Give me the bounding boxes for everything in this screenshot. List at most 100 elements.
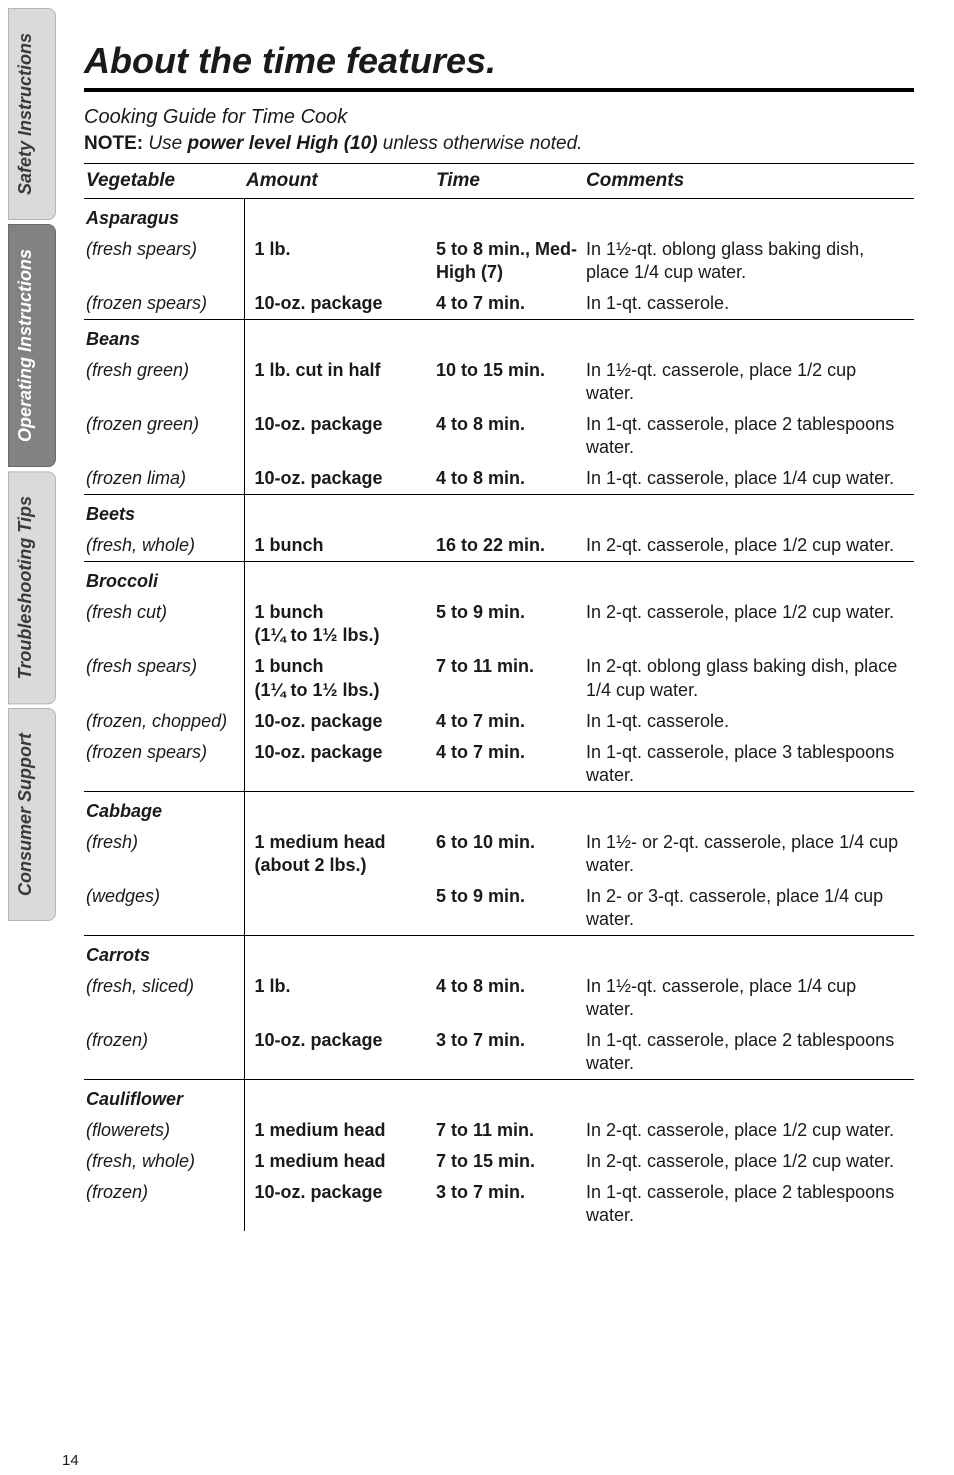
vegetable-variant: (frozen green) (84, 409, 244, 463)
time-cell: 4 to 7 min. (434, 706, 584, 737)
cell-empty (244, 935, 434, 971)
time-cell: 5 to 8 min., Med-High (7) (434, 234, 584, 288)
time-cell: 5 to 9 min. (434, 881, 584, 936)
table-row: (fresh green)1 lb. cut in half10 to 15 m… (84, 355, 914, 409)
note-bold: power level High (10) (187, 133, 377, 154)
amount-cell: 1 lb. (244, 971, 434, 1025)
comment-cell: In 1-qt. casserole. (584, 706, 914, 737)
vegetable-variant: (frozen spears) (84, 737, 244, 792)
comment-cell: In 1-qt. casserole, place 1/4 cup water. (584, 463, 914, 495)
vegetable-variant: (fresh cut) (84, 597, 244, 651)
vegetable-group: Carrots (84, 935, 244, 971)
cell-empty (434, 791, 584, 827)
vegetable-variant: (fresh green) (84, 355, 244, 409)
col-header-vegetable: Vegetable (84, 164, 244, 199)
table-row: Cabbage (84, 791, 914, 827)
page: Safety Instructions Operating Instructio… (0, 0, 954, 1475)
note-post: unless otherwise noted. (383, 133, 583, 154)
time-cell: 4 to 8 min. (434, 971, 584, 1025)
cell-empty (584, 791, 914, 827)
amount-cell: 10-oz. package (244, 1025, 434, 1080)
cell-empty (584, 1079, 914, 1115)
vegetable-variant: (fresh spears) (84, 651, 244, 705)
time-cell: 7 to 11 min. (434, 1115, 584, 1146)
cell-empty (244, 1079, 434, 1115)
tab-consumer-support[interactable]: Consumer Support (8, 708, 56, 921)
cell-empty (244, 495, 434, 531)
table-row: Asparagus (84, 199, 914, 235)
table-header-row: Vegetable Amount Time Comments (84, 164, 914, 199)
time-cell: 4 to 7 min. (434, 737, 584, 792)
vegetable-variant: (fresh, whole) (84, 530, 244, 562)
cell-empty (434, 935, 584, 971)
amount-cell: 1 lb. (244, 234, 434, 288)
cell-empty (584, 199, 914, 235)
table-row: (fresh)1 medium head(about 2 lbs.)6 to 1… (84, 827, 914, 881)
vegetable-group: Asparagus (84, 199, 244, 235)
vegetable-group: Broccoli (84, 562, 244, 598)
comment-cell: In 2- or 3-qt. casserole, place 1/4 cup … (584, 881, 914, 936)
time-cell: 3 to 7 min. (434, 1177, 584, 1231)
time-cell: 4 to 8 min. (434, 409, 584, 463)
vegetable-group: Cauliflower (84, 1079, 244, 1115)
vegetable-variant: (flowerets) (84, 1115, 244, 1146)
tab-safety[interactable]: Safety Instructions (8, 8, 56, 220)
amount-cell: 10-oz. package (244, 409, 434, 463)
amount-sub: (about 2 lbs.) (255, 854, 429, 877)
comment-cell: In 1-qt. casserole, place 2 tablespoons … (584, 1177, 914, 1231)
vegetable-variant: (wedges) (84, 881, 244, 936)
table-row: (frozen spears)10-oz. package4 to 7 min.… (84, 737, 914, 792)
table-row: (frozen, chopped)10-oz. package4 to 7 mi… (84, 706, 914, 737)
amount-cell (244, 881, 434, 936)
cell-empty (244, 199, 434, 235)
table-row: Cauliflower (84, 1079, 914, 1115)
col-header-time: Time (434, 164, 584, 199)
vegetable-variant: (fresh) (84, 827, 244, 881)
time-cell: 10 to 15 min. (434, 355, 584, 409)
time-cell: 7 to 11 min. (434, 651, 584, 705)
vegetable-group: Beets (84, 495, 244, 531)
time-cell: 5 to 9 min. (434, 597, 584, 651)
vegetable-variant: (frozen, chopped) (84, 706, 244, 737)
col-header-amount: Amount (244, 164, 434, 199)
vegetable-variant: (fresh spears) (84, 234, 244, 288)
comment-cell: In 2-qt. casserole, place 1/2 cup water. (584, 530, 914, 562)
amount-cell: 1 bunch (244, 530, 434, 562)
col-header-comments: Comments (584, 164, 914, 199)
tab-operating[interactable]: Operating Instructions (8, 224, 56, 467)
time-cell: 4 to 7 min. (434, 288, 584, 320)
table-row: (flowerets)1 medium head7 to 11 min.In 2… (84, 1115, 914, 1146)
amount-cell: 10-oz. package (244, 1177, 434, 1231)
cell-empty (244, 791, 434, 827)
comment-cell: In 2-qt. oblong glass baking dish, place… (584, 651, 914, 705)
time-cell: 7 to 15 min. (434, 1146, 584, 1177)
table-row: (frozen spears)10-oz. package4 to 7 min.… (84, 288, 914, 320)
vegetable-variant: (fresh, whole) (84, 1146, 244, 1177)
cell-empty (584, 562, 914, 598)
cell-empty (244, 320, 434, 356)
table-row: (frozen)10-oz. package3 to 7 min.In 1-qt… (84, 1025, 914, 1080)
table-row: (fresh spears)1 lb.5 to 8 min., Med-High… (84, 234, 914, 288)
comment-cell: In 1-qt. casserole, place 3 tablespoons … (584, 737, 914, 792)
title-rule (84, 88, 914, 92)
vegetable-variant: (frozen) (84, 1025, 244, 1080)
time-cell: 4 to 8 min. (434, 463, 584, 495)
comment-cell: In 1½-qt. casserole, place 1/2 cup water… (584, 355, 914, 409)
table-row: Broccoli (84, 562, 914, 598)
comment-cell: In 1½- or 2-qt. casserole, place 1/4 cup… (584, 827, 914, 881)
amount-cell: 1 lb. cut in half (244, 355, 434, 409)
amount-cell: 1 medium head(about 2 lbs.) (244, 827, 434, 881)
cell-empty (434, 199, 584, 235)
table-row: (frozen green)10-oz. package4 to 8 min.I… (84, 409, 914, 463)
comment-cell: In 1-qt. casserole, place 2 tablespoons … (584, 409, 914, 463)
cell-empty (584, 320, 914, 356)
amount-cell: 10-oz. package (244, 737, 434, 792)
comment-cell: In 2-qt. casserole, place 1/2 cup water. (584, 1115, 914, 1146)
note-label: NOTE: (84, 133, 143, 154)
tab-troubleshooting[interactable]: Troubleshooting Tips (8, 471, 56, 704)
amount-cell: 1 medium head (244, 1146, 434, 1177)
amount-cell: 10-oz. package (244, 706, 434, 737)
amount-cell: 10-oz. package (244, 463, 434, 495)
table-body: Asparagus(fresh spears)1 lb.5 to 8 min.,… (84, 199, 914, 1232)
table-row: Beans (84, 320, 914, 356)
